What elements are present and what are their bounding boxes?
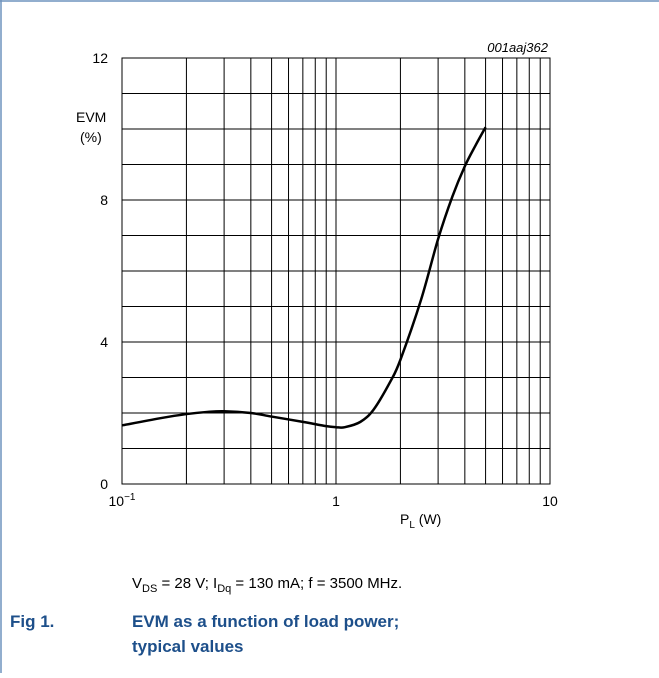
curve [121, 126, 487, 429]
x-tick-label: 1 [332, 493, 340, 509]
x-label: PL (W) [400, 511, 441, 531]
cond-2: = 28 V; I [157, 575, 217, 592]
x-tick-label: 10−1 [109, 492, 136, 509]
x-tick-label: 10 [542, 493, 558, 509]
y-label-unit: (%) [80, 129, 102, 145]
figure-number: Fig 1. [10, 612, 54, 631]
figure-title: EVM as a function of load power; [132, 612, 399, 631]
conditions: VDS = 28 V; IDq = 130 mA; f = 3500 MHz. [132, 575, 402, 595]
x-label-main: P [400, 511, 409, 527]
x-label-unit: (W) [415, 511, 441, 527]
y-tick-label: 8 [100, 192, 108, 208]
x-label-sub: L [409, 520, 415, 531]
y-tick-label: 0 [100, 476, 108, 492]
cond-4: = 130 mA; f = 3500 MHz. [231, 575, 402, 592]
figure-code: 001aaj362 [487, 40, 548, 55]
figure-title-2: typical values [132, 637, 244, 656]
y-tick-label: 12 [92, 50, 108, 66]
cond-3: Dq [217, 583, 231, 595]
cond-1: DS [142, 583, 157, 595]
y-tick-label: 4 [100, 334, 108, 350]
y-label: EVM [76, 109, 106, 125]
cond-0: V [132, 575, 142, 592]
